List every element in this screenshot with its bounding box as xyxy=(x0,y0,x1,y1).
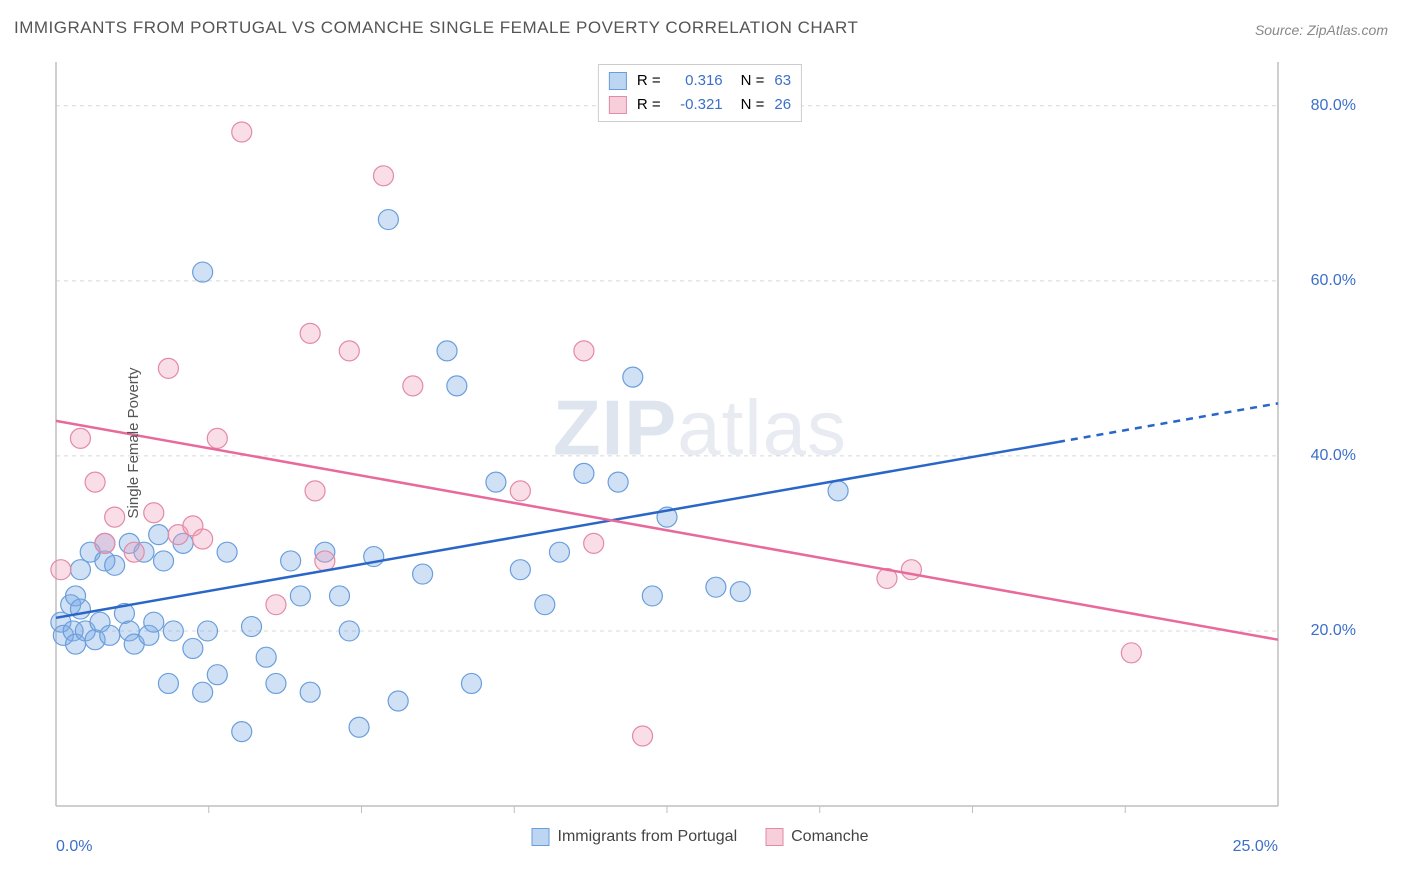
chart-svg xyxy=(50,58,1350,828)
legend-top-row-1: R = -0.321 N = 26 xyxy=(609,93,791,117)
n-value-1: 26 xyxy=(774,93,791,117)
legend-top-row-0: R = 0.316 N = 63 xyxy=(609,69,791,93)
chart-title: IMMIGRANTS FROM PORTUGAL VS COMANCHE SIN… xyxy=(14,18,858,38)
legend-top: R = 0.316 N = 63 R = -0.321 N = 26 xyxy=(598,64,802,122)
ytick-label: 20.0% xyxy=(1311,622,1356,640)
legend-bottom: Immigrants from Portugal Comanche xyxy=(532,828,869,846)
source-label: Source: ZipAtlas.com xyxy=(1255,22,1388,38)
legend-bottom-item-1: Comanche xyxy=(765,828,868,846)
legend-bottom-label-0: Immigrants from Portugal xyxy=(558,828,738,846)
legend-bottom-label-1: Comanche xyxy=(791,828,868,846)
swatch-bottom-0 xyxy=(532,828,550,846)
r-label-0: R = xyxy=(637,69,661,93)
legend-bottom-item-0: Immigrants from Portugal xyxy=(532,828,738,846)
n-label-0: N = xyxy=(741,69,765,93)
ytick-label: 80.0% xyxy=(1311,97,1356,115)
ytick-label: 40.0% xyxy=(1311,447,1356,465)
n-value-0: 63 xyxy=(774,69,791,93)
xtick-label: 25.0% xyxy=(1233,838,1278,856)
xtick-label: 0.0% xyxy=(56,838,92,856)
r-label-1: R = xyxy=(637,93,661,117)
n-label-1: N = xyxy=(741,93,765,117)
ytick-label: 60.0% xyxy=(1311,272,1356,290)
y-axis-label: Single Female Poverty xyxy=(125,368,142,519)
r-value-1: -0.321 xyxy=(671,93,723,117)
r-value-0: 0.316 xyxy=(671,69,723,93)
swatch-bottom-1 xyxy=(765,828,783,846)
plot-area: Single Female Poverty ZIPatlas R = 0.316… xyxy=(50,58,1350,828)
swatch-series-1 xyxy=(609,96,627,114)
swatch-series-0 xyxy=(609,72,627,90)
